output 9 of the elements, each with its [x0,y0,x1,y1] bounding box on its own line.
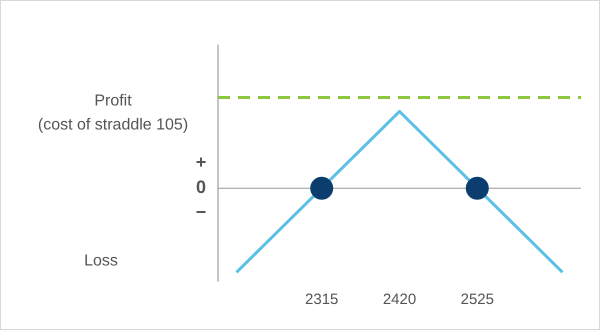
text: + [196,152,206,172]
text: (cost of straddle 105) [38,116,188,134]
x-tick-label: 2525 [460,291,494,308]
text: Loss [84,252,118,270]
x-tick-label: 2315 [305,291,338,308]
text: 0 [196,177,206,198]
text: − [196,202,206,222]
x-tick-label: 2420 [382,291,416,308]
text: Profit [94,92,132,110]
